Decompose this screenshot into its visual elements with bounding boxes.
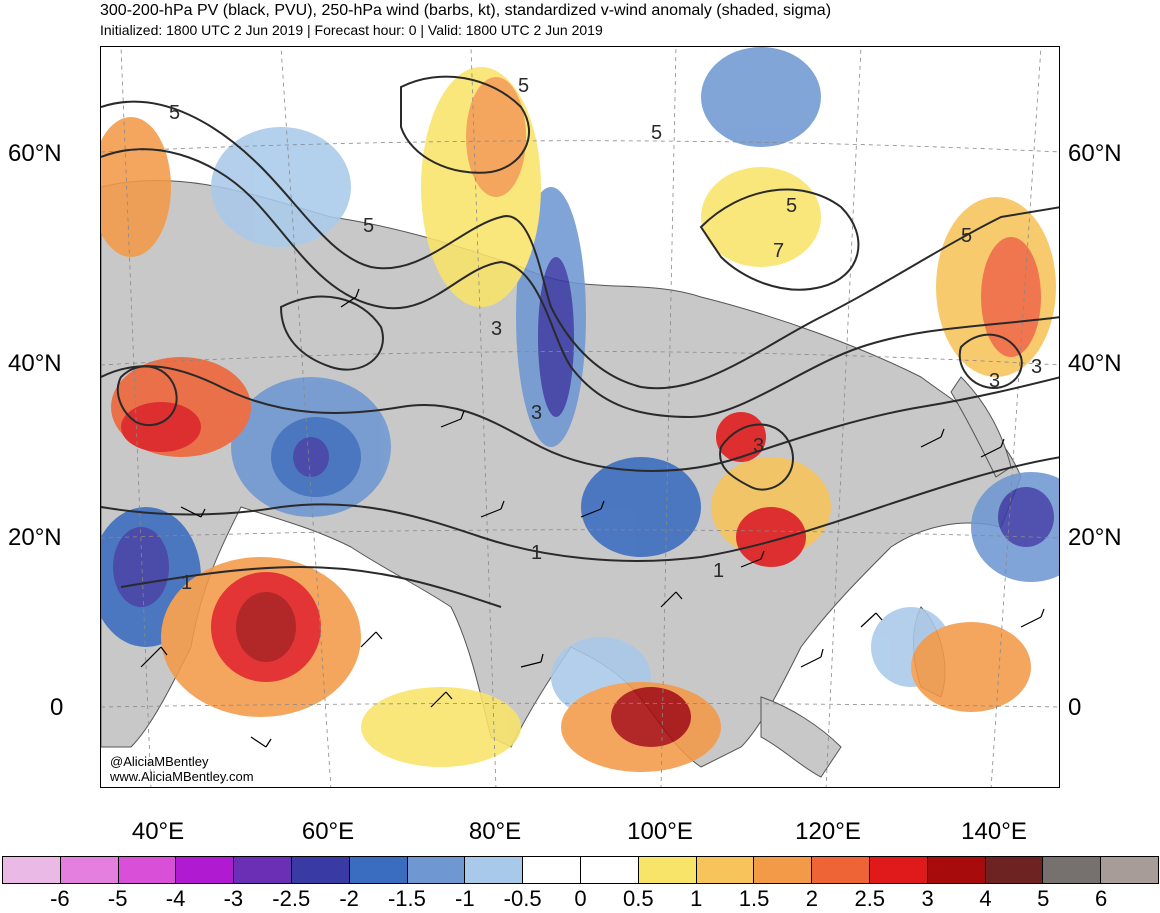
colorbar-swatch (638, 857, 697, 883)
colorbar-swatch (985, 857, 1044, 883)
colorbar-label: 4 (979, 886, 992, 911)
colorbar-swatch (3, 857, 61, 883)
lon-label: 140°E (961, 818, 1027, 845)
contour-label: 5 (363, 215, 374, 237)
colorbar-label: -1 (455, 886, 475, 911)
colorbar-label: 0.5 (623, 886, 654, 911)
colorbar-swatch (927, 857, 986, 883)
lat-label-right: 20°N (1068, 524, 1122, 551)
colorbar-label: -5 (107, 886, 128, 911)
pv-contours (101, 75, 1059, 608)
chart-subtitle: Initialized: 1800 UTC 2 Jun 2019 | Forec… (100, 22, 603, 38)
lon-label: 100°E (627, 818, 693, 845)
lon-label: 40°E (131, 818, 185, 845)
map-canvas: 5 5 5 5 3 3 3 3 1 1 5 7 5 3 1 (101, 47, 1059, 787)
lat-label-right: 60°N (1068, 140, 1122, 167)
colorbar-swatch (465, 857, 524, 883)
wind-barbs (140, 288, 1045, 748)
contour-label: 3 (531, 402, 542, 424)
colorbar-label: 1.5 (738, 886, 770, 911)
colorbar-label: -2.5 (272, 886, 311, 911)
credit-handle: @AliciaMBentley (110, 754, 209, 769)
colorbar-swatch (754, 857, 813, 883)
contour-label: 5 (961, 225, 972, 247)
colorbar-swatch (176, 857, 235, 883)
colorbar-label: 2 (805, 886, 819, 911)
contour-label: 1 (181, 572, 192, 594)
colorbar-label: 5 (1037, 886, 1050, 911)
colorbar-swatch (869, 857, 928, 883)
colorbar-label: -3 (223, 886, 244, 911)
contour-label: 3 (989, 370, 1000, 392)
map-panel: 5 5 5 5 3 3 3 3 1 1 5 7 5 3 1 (100, 46, 1060, 788)
colorbar-label: -2 (339, 886, 359, 911)
colorbar-swatch (349, 857, 408, 883)
colorbar-swatch (60, 857, 119, 883)
contour-label: 5 (518, 75, 529, 97)
lat-label-right: 40°N (1068, 350, 1122, 377)
colorbar-label: -6 (50, 886, 70, 911)
lat-label-left: 60°N (8, 140, 62, 167)
contour-label: 5 (651, 122, 662, 144)
contour-label: 3 (491, 318, 502, 340)
lat-label-left: 40°N (8, 350, 62, 377)
colorbar-swatch (291, 857, 350, 883)
colorbar-label: -4 (165, 886, 186, 911)
lon-label: 120°E (795, 818, 861, 845)
contour-label: 3 (753, 435, 764, 457)
colorbar-swatch (1043, 857, 1102, 883)
lon-label: 80°E (468, 818, 522, 845)
colorbar-label: -1.5 (387, 886, 426, 911)
contour-label: 5 (786, 195, 797, 217)
contour-label-group: 5 5 5 5 3 3 3 3 1 1 5 7 5 3 1 (169, 75, 1042, 594)
colorbar-label: 6 (1095, 886, 1108, 911)
colorbar-swatch (812, 857, 870, 883)
chart-title: 300-200-hPa PV (black, PVU), 250-hPa win… (100, 2, 832, 19)
colorbar-label: 3 (921, 886, 934, 911)
colorbar-swatch (407, 857, 466, 883)
colorbar-swatch (234, 857, 292, 883)
colorbar-label: 2.5 (854, 886, 886, 911)
colorbar (2, 856, 1159, 884)
contour-label: 7 (773, 240, 784, 262)
contour-label: 1 (531, 542, 542, 564)
lat-label-left: 0 (50, 694, 64, 721)
contour-label: 5 (169, 102, 180, 124)
colorbar-swatch (1101, 857, 1158, 883)
colorbar-swatch (523, 857, 581, 883)
lat-label-right: 0 (1068, 694, 1082, 721)
contour-label: 1 (713, 560, 724, 582)
colorbar-swatch (696, 857, 755, 883)
lat-label-left: 20°N (8, 524, 62, 551)
colorbar-label: 0 (574, 886, 587, 911)
colorbar-swatch (580, 857, 639, 883)
lon-label: 60°E (301, 818, 355, 845)
colorbar-swatch (118, 857, 177, 883)
colorbar-label: 1 (690, 886, 703, 911)
contour-label: 3 (1031, 356, 1042, 378)
anomaly-shading (101, 47, 1059, 772)
colorbar-label: -0.5 (503, 886, 542, 911)
credit-url: www.AliciaMBentley.com (110, 769, 254, 784)
